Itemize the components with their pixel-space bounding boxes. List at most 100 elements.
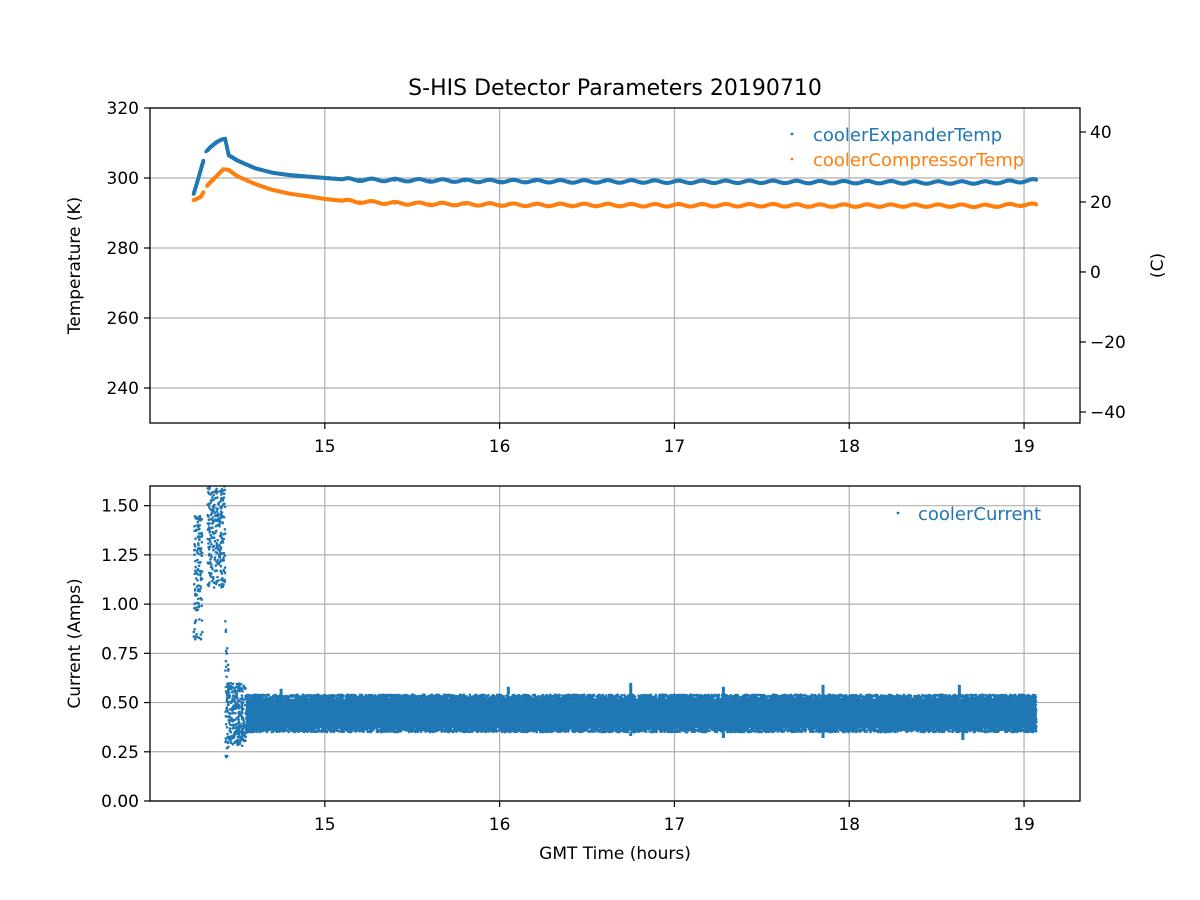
- data-point: [882, 204, 886, 208]
- data-point: [220, 137, 224, 142]
- data-point: [253, 166, 257, 170]
- data-point: [393, 178, 397, 182]
- data-point: [200, 162, 205, 166]
- data-point: [305, 175, 309, 179]
- data-point: [602, 179, 607, 184]
- bottom-current-axes: 15 16 17 18 19 0.00 0.25 0.50 0.75 1.00 1.25 1.50 Cu…: [65, 485, 1081, 864]
- data-point: [742, 180, 746, 184]
- data-point: [288, 173, 292, 177]
- data-point: [987, 204, 991, 208]
- current-xtick-label: 18: [838, 815, 860, 835]
- series-coolerExpanderTemp: [191, 136, 1038, 196]
- data-point: [463, 202, 467, 206]
- temp-legend: coolerExpanderTemp coolerCompressorTemp: [790, 125, 1024, 171]
- data-point: [270, 171, 274, 175]
- data-point: [195, 197, 199, 201]
- data-point: [1034, 203, 1038, 207]
- temp-y2tick-label: −20: [1090, 333, 1126, 353]
- data-point: [209, 144, 213, 149]
- data-point: [987, 180, 991, 185]
- data-point: [847, 204, 851, 208]
- data-point: [637, 179, 642, 184]
- data-point: [672, 180, 677, 184]
- data-point: [192, 198, 196, 202]
- series-coolerCompressorTemp: [191, 167, 1038, 210]
- current-ytick-label: 0.75: [101, 644, 139, 664]
- data-point: [428, 202, 432, 206]
- data-point: [1022, 179, 1026, 183]
- data-point: [847, 180, 851, 184]
- data-point: [1022, 203, 1026, 207]
- data-point: [567, 179, 572, 184]
- current-ytick-label: 1.00: [101, 595, 139, 615]
- data-point: [195, 180, 199, 184]
- temp-xtick-label: 15: [314, 437, 336, 457]
- legend-marker: [790, 157, 794, 161]
- current-ytick-label: 0.00: [101, 792, 139, 812]
- temp-ytick-label: 280: [107, 239, 139, 259]
- data-point: [235, 158, 240, 163]
- data-point: [358, 200, 362, 204]
- data-point: [340, 199, 344, 203]
- data-point: [637, 203, 642, 207]
- temp-y2tick-label: 0: [1090, 263, 1101, 283]
- current-xtick-label: 17: [664, 815, 686, 835]
- data-point: [253, 182, 257, 186]
- current-ytick-label: 1.25: [101, 546, 139, 566]
- data-point: [917, 180, 921, 185]
- legend-marker: [896, 511, 900, 515]
- data-point: [288, 192, 292, 196]
- data-point: [1034, 178, 1038, 182]
- data-point: [214, 140, 219, 144]
- data-point: [882, 180, 886, 184]
- data-point: [323, 197, 327, 201]
- data-point: [742, 203, 746, 207]
- temp-xtick-label: 17: [664, 437, 686, 457]
- temp-y2tick-label: −40: [1090, 403, 1126, 423]
- current-band-core: [246, 698, 1037, 729]
- data-point: [227, 153, 231, 157]
- temp-xtick-label: 16: [489, 437, 511, 457]
- legend-label-coolerCompressorTemp: coolerCompressorTemp: [813, 150, 1024, 171]
- current-xtick-label: 15: [314, 815, 336, 835]
- current-ylabel: Current (Amps): [65, 578, 85, 708]
- data-point: [463, 179, 467, 183]
- data-point: [567, 203, 572, 207]
- figure-title: S-HIS Detector Parameters 20190710: [408, 76, 822, 101]
- data-point: [340, 177, 344, 181]
- temp-ytick-label: 300: [107, 169, 139, 189]
- data-point: [270, 188, 274, 192]
- temp-xtick-label: 18: [838, 437, 860, 457]
- data-point: [428, 178, 432, 183]
- current-legend: coolerCurrent: [896, 504, 1041, 525]
- temp-y2tick-label: 20: [1090, 193, 1112, 213]
- temp-spines: [149, 107, 1081, 424]
- current-ytick-label: 0.50: [101, 694, 139, 714]
- data-point: [777, 203, 781, 207]
- data-point: [952, 204, 956, 208]
- top-temperature-axes: 15 16 17 18 19 240 260 280 300 320 Temperature (K)…: [65, 99, 1168, 457]
- temp-ytick-label: 240: [107, 379, 139, 399]
- legend-label-coolerExpanderTemp: coolerExpanderTemp: [813, 125, 1002, 146]
- data-point: [812, 180, 816, 184]
- temp-y2label: (C): [1148, 253, 1168, 278]
- data-point: [192, 192, 196, 196]
- data-point: [227, 168, 231, 172]
- data-point: [235, 174, 240, 178]
- data-point: [777, 180, 781, 184]
- data-point: [707, 203, 711, 207]
- data-point: [323, 176, 327, 180]
- data-point: [602, 203, 607, 207]
- temp-ytick-label: 260: [107, 309, 139, 329]
- temp-y2tick-label: 40: [1090, 123, 1112, 143]
- data-point: [498, 203, 502, 207]
- data-point: [812, 204, 816, 208]
- data-point: [707, 180, 711, 184]
- current-xtick-label: 16: [489, 815, 511, 835]
- current-ytick-label: 1.50: [101, 497, 139, 517]
- data-point: [206, 183, 210, 187]
- data-point: [393, 201, 397, 205]
- data-point: [532, 203, 537, 207]
